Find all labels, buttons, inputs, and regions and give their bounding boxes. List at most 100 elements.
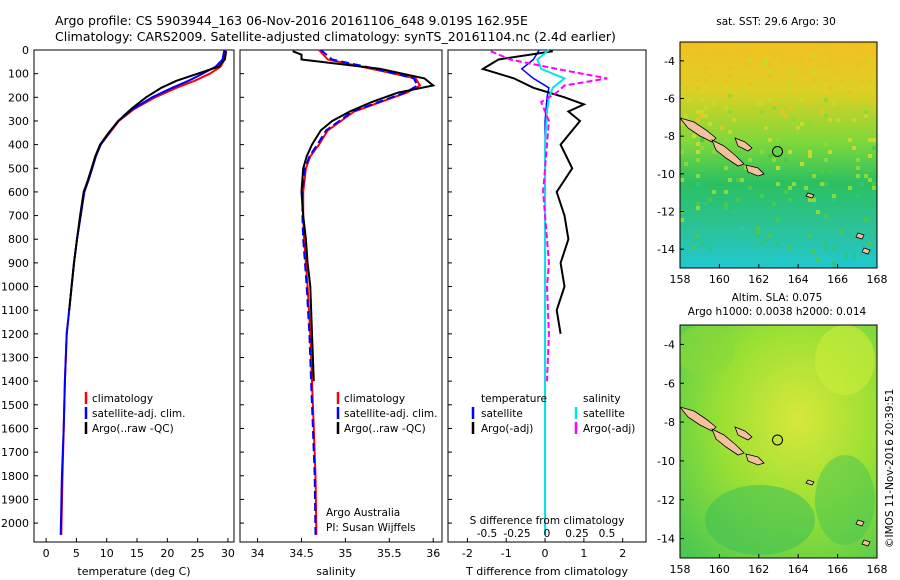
sst-pixel bbox=[712, 218, 716, 222]
sst-pixel bbox=[704, 78, 708, 82]
sla-y-tick-label: -4 bbox=[664, 338, 675, 351]
sla-argo-marker bbox=[772, 434, 783, 446]
sla-y-tick-label: -14 bbox=[657, 533, 675, 546]
sst-pixel bbox=[808, 122, 812, 126]
series-line-temperature-argo-adj- bbox=[480, 50, 587, 334]
sst-pixel bbox=[840, 78, 844, 82]
depth-tick-label: 0 bbox=[22, 44, 29, 57]
depth-tick-label: 1000 bbox=[1, 281, 29, 294]
sst-pixel bbox=[772, 250, 776, 254]
sst-pixel bbox=[800, 122, 804, 126]
depth-axis: 0 100 200 300 400 500 600 700 800 900 1000 1100 1200… bbox=[1, 44, 452, 530]
sst-pixel bbox=[772, 202, 776, 206]
difference-x-label: T difference from climatology bbox=[465, 565, 628, 578]
sst-pixel bbox=[724, 202, 728, 206]
sst-pixel bbox=[848, 186, 852, 190]
sst-pixel bbox=[828, 150, 832, 154]
sst-pixel bbox=[724, 138, 728, 142]
sst-pixel bbox=[692, 134, 696, 138]
sst-pixel bbox=[708, 198, 712, 202]
sst-pixel bbox=[812, 78, 816, 82]
sla-map-title: Altim. SLA: 0.075 bbox=[732, 292, 823, 304]
sst-pixel bbox=[740, 178, 744, 182]
sla-x-tick-label: 158 bbox=[670, 563, 691, 576]
sst-pixel bbox=[820, 170, 824, 174]
sst-pixel bbox=[768, 138, 772, 142]
sst-pixel bbox=[808, 58, 812, 62]
sst-pixel bbox=[700, 114, 704, 118]
sst-pixel bbox=[756, 102, 760, 106]
sst-pixel bbox=[692, 246, 696, 250]
sst-pixel bbox=[788, 246, 792, 250]
sst-pixel bbox=[800, 58, 804, 62]
sst-pixel bbox=[764, 126, 768, 130]
series-line-salinity-satellite bbox=[536, 49, 567, 535]
difference-top-tick-label: 0 bbox=[544, 528, 551, 540]
sst-pixel bbox=[820, 110, 824, 114]
sst-pixel bbox=[808, 198, 812, 202]
sst-pixel bbox=[824, 182, 828, 186]
difference-x-tick-label: 1 bbox=[580, 547, 587, 560]
sst-pixel bbox=[832, 262, 836, 266]
sst-x-tick-label: 166 bbox=[827, 273, 848, 286]
sla-x-tick-label: 162 bbox=[748, 563, 769, 576]
sst-pixel bbox=[780, 242, 784, 246]
legend-title-salinity: salinity bbox=[583, 393, 621, 405]
sst-pixel bbox=[680, 218, 684, 222]
sst-pixel bbox=[696, 150, 700, 154]
sst-pixel bbox=[756, 226, 760, 230]
sst-pixel bbox=[680, 86, 684, 90]
sst-pixel bbox=[784, 190, 788, 194]
sst-pixel bbox=[684, 162, 688, 166]
sst-pixel bbox=[728, 94, 732, 98]
sst-pixel bbox=[828, 86, 832, 90]
salinity-series bbox=[292, 49, 436, 535]
sst-pixel bbox=[704, 42, 708, 46]
difference-top-tick-label: -0.5 bbox=[477, 528, 498, 540]
sst-pixel bbox=[728, 130, 732, 134]
sst-pixel bbox=[700, 110, 704, 114]
sst-pixel bbox=[748, 58, 752, 62]
sst-map-title: sat. SST: 29.6 Argo: 30 bbox=[716, 16, 836, 28]
sla-map-axes: 158 160 162 164 166 168 -4 -6 -8 -10 -12 -14 bbox=[657, 338, 887, 576]
sst-pixel bbox=[864, 114, 868, 118]
sst-pixel bbox=[836, 118, 840, 122]
sst-pixel bbox=[680, 150, 684, 154]
sst-pixel bbox=[804, 186, 808, 190]
sst-pixel bbox=[744, 90, 748, 94]
sst-pixel bbox=[680, 82, 684, 86]
sst-pixel bbox=[680, 90, 684, 94]
sst-pixel bbox=[728, 74, 732, 78]
legend-label-sal-argo: Argo(-adj) bbox=[583, 423, 635, 435]
sst-argo-marker bbox=[772, 146, 783, 157]
sla-y-tick-label: -12 bbox=[657, 494, 675, 507]
legend-label-climatology: climatology bbox=[344, 393, 405, 405]
sst-pixel bbox=[872, 138, 876, 142]
sst-pixel bbox=[736, 198, 740, 202]
legend-label-climatology: climatology bbox=[92, 393, 153, 405]
sst-pixel bbox=[680, 178, 684, 182]
sst-pixel bbox=[704, 66, 708, 70]
depth-tick-label: 800 bbox=[8, 233, 29, 246]
depth-tick-label: 1500 bbox=[1, 399, 29, 412]
sst-pixel bbox=[776, 50, 780, 54]
sst-pixel bbox=[748, 130, 752, 134]
temperature-x-label: temperature (deg C) bbox=[77, 565, 190, 578]
sst-pixel bbox=[872, 98, 876, 102]
sst-pixel bbox=[776, 138, 780, 142]
sst-pixel bbox=[700, 242, 704, 246]
series-line-satellite-adj-clim- bbox=[59, 49, 226, 535]
sst-pixel bbox=[756, 82, 760, 86]
sst-pixel bbox=[696, 174, 700, 178]
sst-pixel bbox=[812, 174, 816, 178]
sst-pixel bbox=[780, 58, 784, 62]
sst-pixel bbox=[768, 74, 772, 78]
sst-y-tick-label: -10 bbox=[657, 168, 675, 181]
sst-pixel bbox=[712, 102, 716, 106]
temperature-x-tick-label: 20 bbox=[160, 547, 174, 560]
sst-pixel bbox=[700, 146, 704, 150]
sst-pixel bbox=[728, 178, 732, 182]
salinity-x-label: salinity bbox=[316, 565, 356, 578]
sst-y-tick-label: -14 bbox=[657, 243, 675, 256]
salinity-x-tick-label: 35 bbox=[338, 547, 352, 560]
